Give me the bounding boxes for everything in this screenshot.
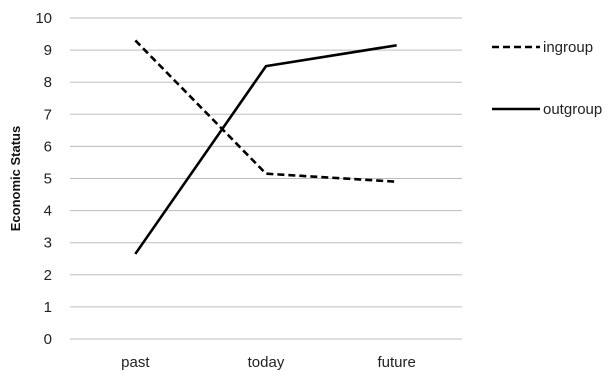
series-line-outgroup: [134, 44, 397, 255]
legend-label-ingroup: ingroup: [543, 39, 593, 56]
y-tick-label: 9: [44, 42, 52, 59]
y-tick-label: 3: [44, 235, 52, 252]
legend-label-outgroup: outgroup: [543, 101, 602, 118]
y-tick-label: 2: [44, 267, 52, 284]
y-tick-label: 10: [35, 10, 52, 27]
y-tick-label: 1: [44, 299, 52, 316]
y-tick-label: 7: [44, 106, 52, 123]
x-tick-label: today: [248, 354, 285, 371]
series-line-ingroup: [134, 39, 397, 184]
y-tick-label: 8: [44, 74, 52, 91]
y-tick-label: 5: [44, 171, 52, 188]
gridlines: [70, 17, 462, 340]
y-tick-labels: 0 1 2 3 4 5 6 7 8 9 10: [35, 10, 52, 348]
x-tick-label: future: [377, 354, 415, 371]
y-tick-label: 4: [44, 203, 52, 220]
legend: ingroup outgroup: [492, 39, 602, 118]
x-tick-labels: past today future: [121, 354, 416, 371]
x-tick-label: past: [121, 354, 150, 371]
y-axis-title: Economic Status: [8, 126, 23, 231]
y-tick-label: 0: [44, 331, 52, 348]
series-lines: [134, 39, 397, 255]
y-tick-label: 6: [44, 138, 52, 155]
